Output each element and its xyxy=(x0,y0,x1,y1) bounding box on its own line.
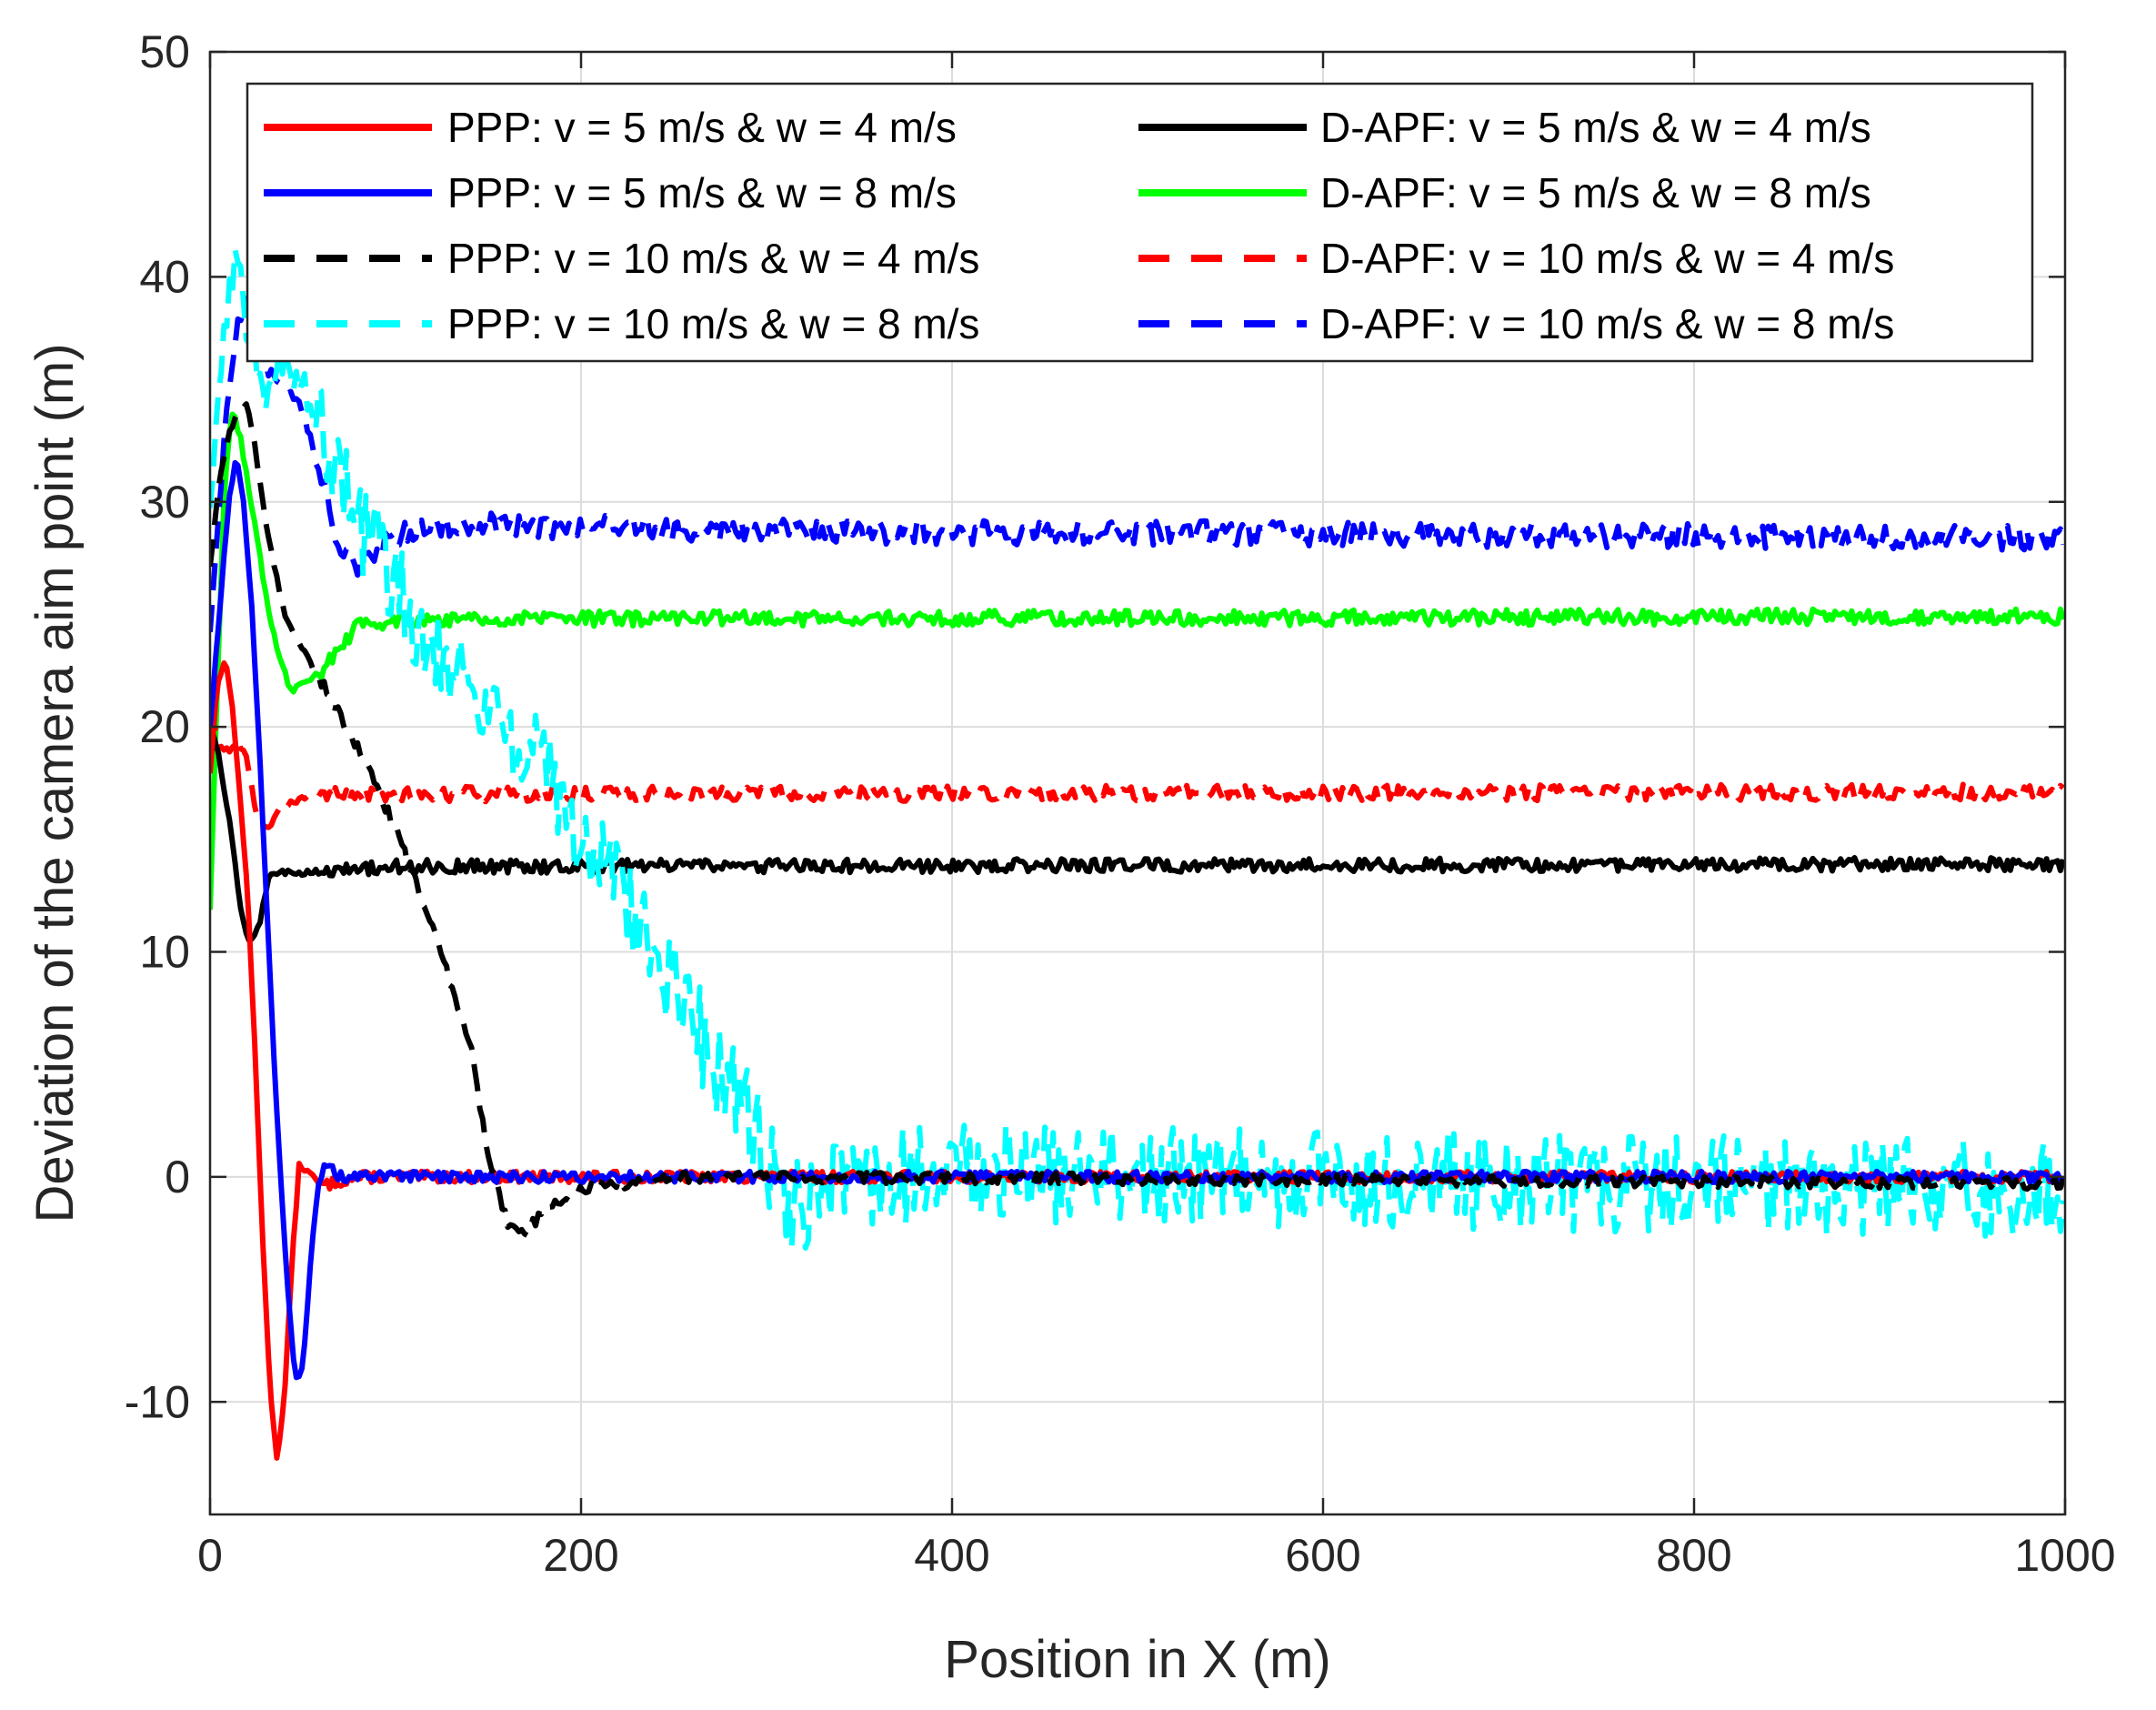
series-line-3 xyxy=(210,401,2065,1239)
y-tick-label: -10 xyxy=(125,1376,190,1427)
x-tick-label: 1000 xyxy=(2014,1530,2115,1581)
legend-label-4: PPP: v = 10 m/s & w = 8 m/s xyxy=(447,300,979,347)
legend-label-3: PPP: v = 10 m/s & w = 4 m/s xyxy=(447,235,979,282)
y-tick-label: 20 xyxy=(139,701,190,752)
series-line-2 xyxy=(210,459,2065,1381)
series-line-6 xyxy=(210,411,2065,910)
x-tick-label: 0 xyxy=(197,1530,223,1581)
legend-label-1: PPP: v = 5 m/s & w = 4 m/s xyxy=(447,104,957,151)
series-layer xyxy=(210,246,2065,1461)
legend-label-7: D-APF: v = 10 m/s & w = 4 m/s xyxy=(1320,235,1894,282)
y-tick-label: 0 xyxy=(165,1152,190,1202)
y-tick-label: 10 xyxy=(139,927,190,978)
y-tick-label: 40 xyxy=(139,251,190,302)
legend-label-8: D-APF: v = 10 m/s & w = 8 m/s xyxy=(1320,300,1894,347)
y-tick-label: 50 xyxy=(139,26,190,77)
series-line-8 xyxy=(210,296,2065,633)
x-axis-label: Position in X (m) xyxy=(944,1630,1330,1689)
x-tick-label: 200 xyxy=(543,1530,618,1581)
y-axis-label: Deviation of the camera aim point (m) xyxy=(25,343,85,1222)
series-line-5 xyxy=(210,724,2065,943)
series-line-7 xyxy=(210,703,2065,830)
x-tick-label: 600 xyxy=(1285,1530,1360,1581)
x-tick-label: 400 xyxy=(914,1530,989,1581)
y-tick-label: 30 xyxy=(139,477,190,528)
legend: PPP: v = 5 m/s & w = 4 m/s PPP: v = 5 m/s… xyxy=(246,82,2034,363)
legend-label-6: D-APF: v = 5 m/s & w = 8 m/s xyxy=(1320,169,1871,216)
x-tick-label: 800 xyxy=(1656,1530,1731,1581)
legend-label-5: D-APF: v = 5 m/s & w = 4 m/s xyxy=(1320,104,1871,151)
plot-frame xyxy=(208,50,2067,1516)
legend-label-2: PPP: v = 5 m/s & w = 8 m/s xyxy=(447,169,957,216)
series-line-4 xyxy=(210,246,2065,1252)
axis-ticks: 0 200 400 600 800 1000 -10 0 10 20 30 40 50 xyxy=(125,26,2116,1581)
